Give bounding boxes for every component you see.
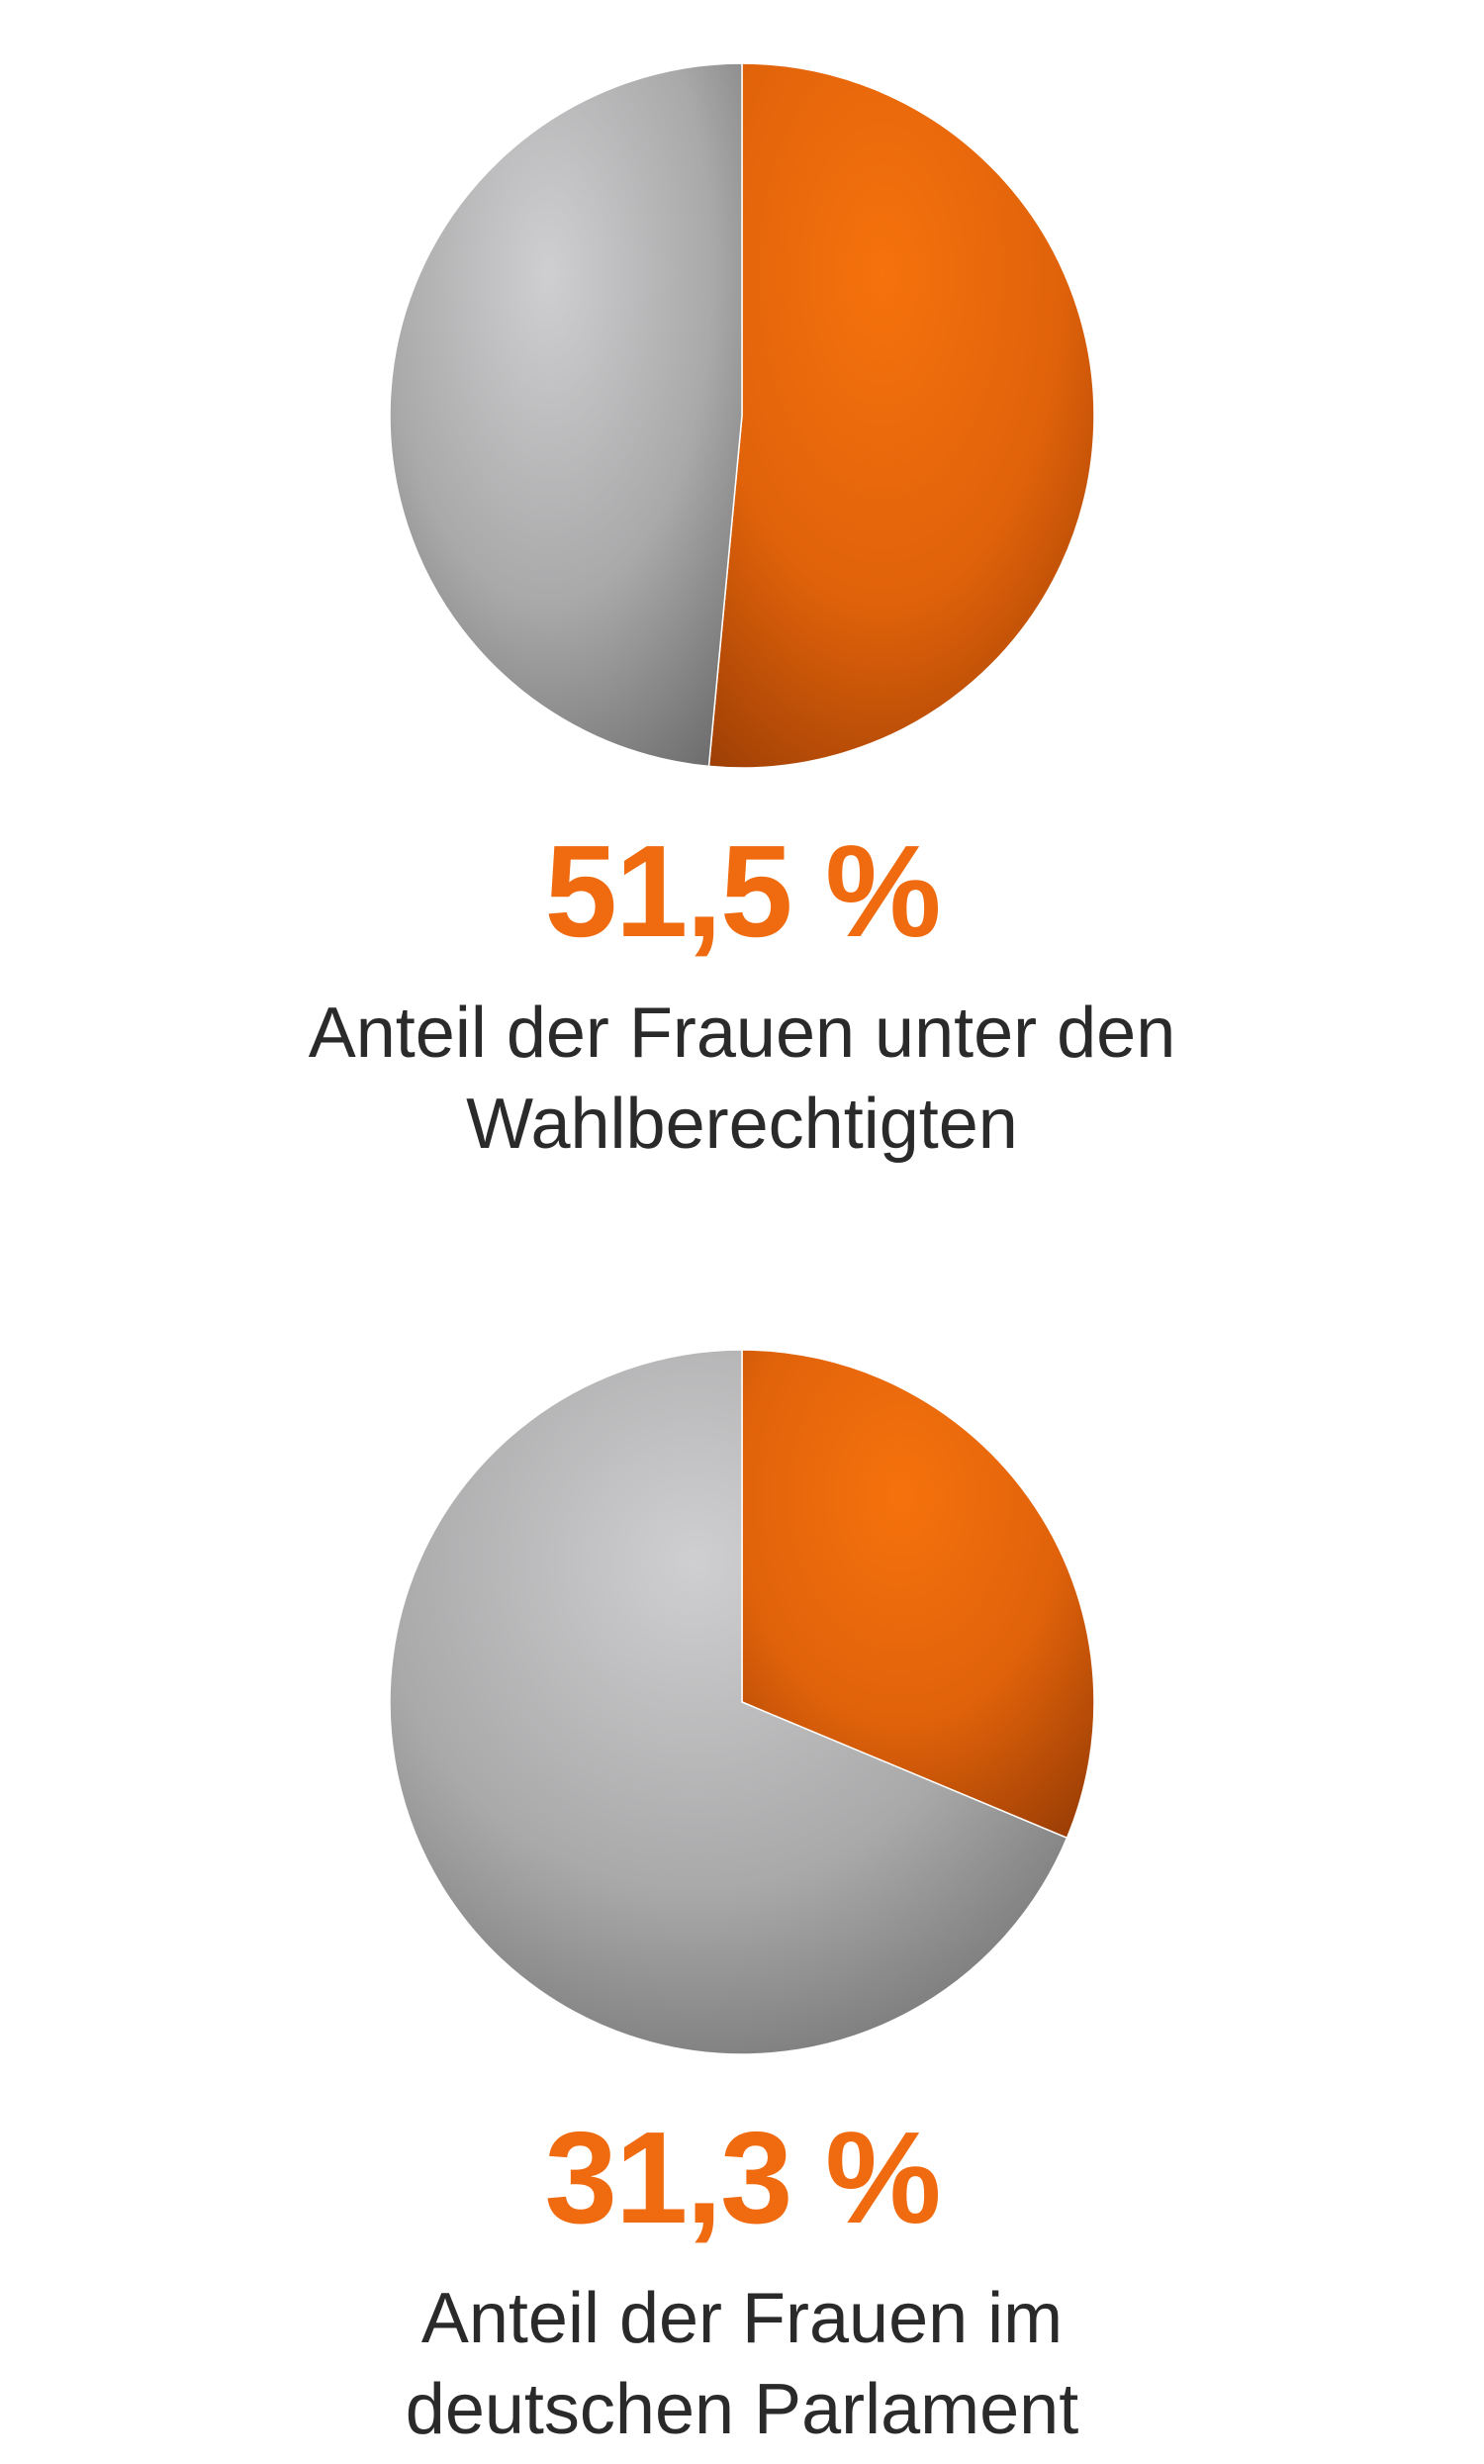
pie-slice-women (741, 1349, 1095, 1840)
caption-line: Wahlberechtigten (466, 1085, 1018, 1164)
pie-chart-parliament (389, 1349, 1095, 2055)
caption: Anteil der Frauen unter den Wahlberechti… (0, 988, 1484, 1170)
value-label: 31,3 % (544, 2105, 942, 2250)
caption-line: Anteil der Frauen unter den (308, 994, 1176, 1073)
caption-line: deutschen Parlament (405, 2370, 1079, 2449)
caption: Anteil der Frauen im deutschen Parlament (0, 2273, 1484, 2455)
chart-women-voters: 51,5 % Anteil der Frauen unter den Wahlb… (0, 62, 1484, 1170)
pie-slice-rest (389, 1349, 1068, 2055)
pie-slice-women (707, 62, 1095, 769)
value-label: 51,5 % (544, 818, 942, 964)
caption-line: Anteil der Frauen im (420, 2279, 1064, 2358)
pie-chart-voters (389, 62, 1095, 769)
chart-women-parliament: 31,3 % Anteil der Frauen im deutschen Pa… (0, 1286, 1484, 2464)
pie-slice-rest (389, 62, 743, 768)
